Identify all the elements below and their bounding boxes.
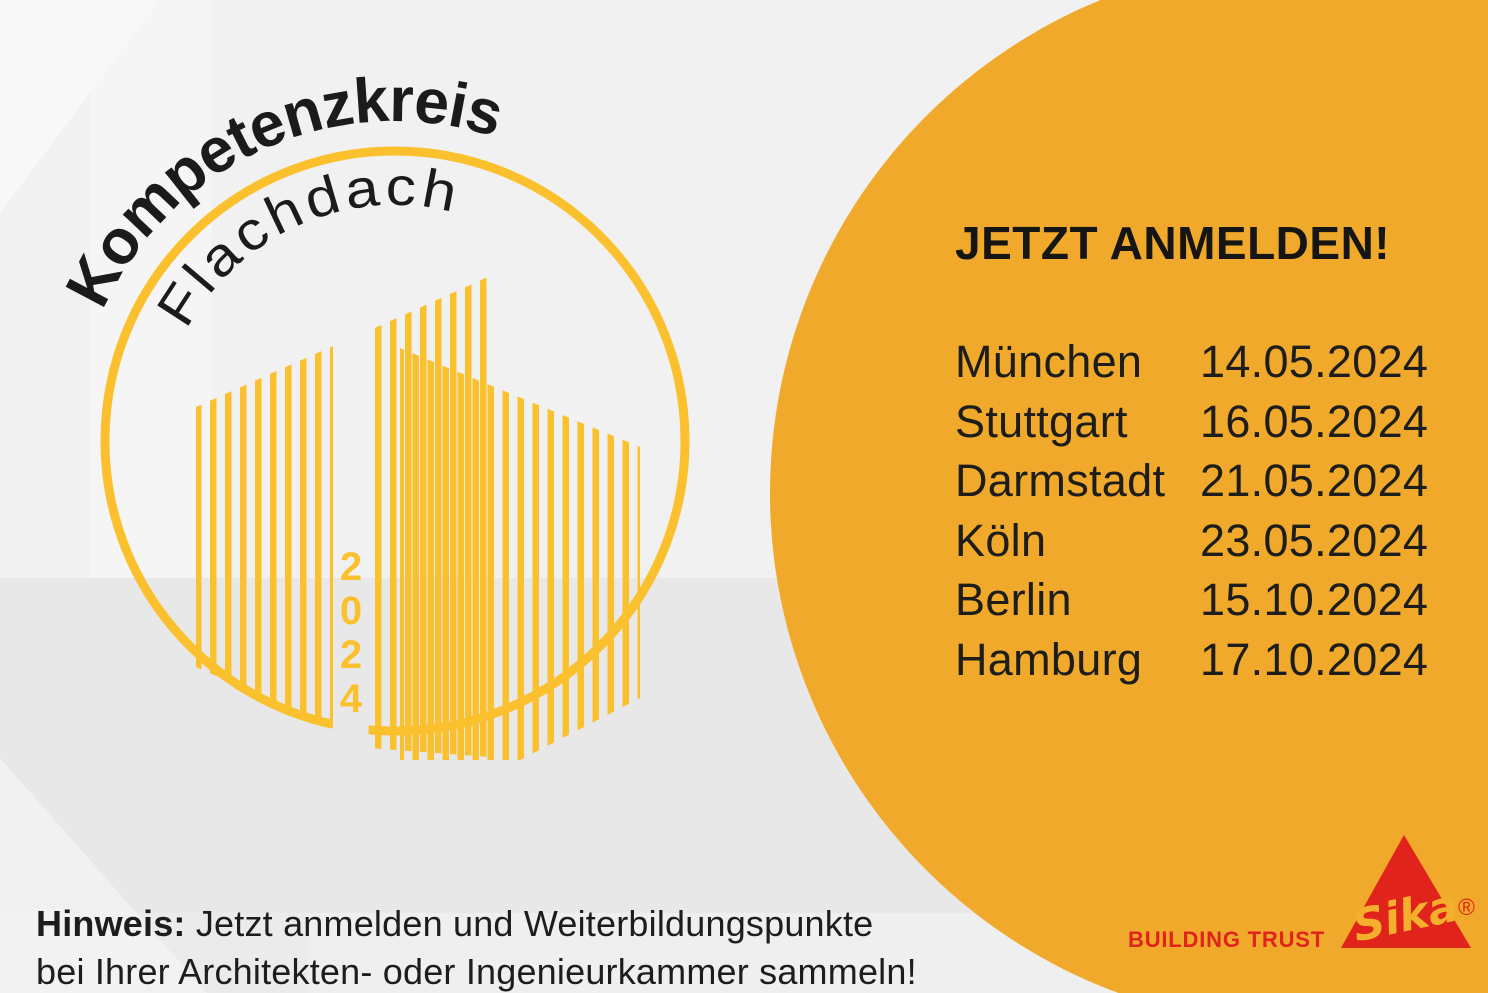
striped-building-graphic bbox=[196, 276, 640, 760]
event-date: 16.05.2024 bbox=[1200, 395, 1429, 447]
year-digit: 0 bbox=[340, 589, 362, 633]
building-door-gap bbox=[331, 336, 369, 753]
event-city: München bbox=[955, 336, 1143, 387]
event-row: Hamburg 17.10.2024 bbox=[955, 630, 1428, 690]
note-line2: bei Ihrer Architekten- oder Ingenieurkam… bbox=[36, 951, 917, 992]
event-row: Darmstadt 21.05.2024 bbox=[955, 451, 1428, 511]
event-date: 21.05.2024 bbox=[1200, 455, 1429, 506]
building-front-block bbox=[400, 348, 640, 760]
sika-logo: Sika ® bbox=[1341, 835, 1475, 952]
event-city: Köln bbox=[955, 514, 1047, 566]
event-date: 15.10.2024 bbox=[1200, 574, 1429, 625]
promo-heading: JETZT ANMELDEN! bbox=[955, 217, 1391, 269]
event-city: Darmstadt bbox=[955, 455, 1166, 506]
competence-circle-badge: 2 0 2 4 Kompetenzkreis Flachdach bbox=[52, 65, 690, 760]
building-left-block bbox=[196, 346, 333, 728]
badge-year: 2 0 2 4 bbox=[340, 545, 363, 721]
event-row: München 14.05.2024 bbox=[955, 332, 1428, 392]
event-date: 23.05.2024 bbox=[1200, 514, 1429, 566]
year-digit: 2 bbox=[340, 545, 362, 589]
event-date: 14.05.2024 bbox=[1200, 336, 1429, 387]
registered-trademark-icon: ® bbox=[1458, 894, 1475, 920]
note-label: Hinweis: bbox=[36, 903, 186, 944]
event-city: Berlin bbox=[955, 574, 1072, 625]
event-row: Köln 23.05.2024 bbox=[955, 511, 1428, 571]
year-digit: 2 bbox=[340, 633, 362, 677]
event-list: München 14.05.2024 Stuttgart 16.05.2024 … bbox=[955, 332, 1428, 689]
event-city: Hamburg bbox=[955, 633, 1143, 685]
sika-triangle bbox=[1341, 835, 1471, 948]
note-text: Hinweis: Jetzt anmelden und Weiterbildun… bbox=[36, 900, 917, 993]
promo-circle bbox=[770, 0, 1488, 993]
event-row: Berlin 15.10.2024 bbox=[955, 570, 1428, 630]
year-digit: 4 bbox=[340, 677, 363, 721]
event-date: 17.10.2024 bbox=[1200, 633, 1429, 685]
event-row: Stuttgart 16.05.2024 bbox=[955, 392, 1428, 452]
note-line1: Jetzt anmelden und Weiterbildungspunkte bbox=[195, 903, 874, 944]
event-city: Stuttgart bbox=[955, 395, 1128, 447]
building-trust-tagline: BUILDING TRUST bbox=[1128, 927, 1325, 952]
